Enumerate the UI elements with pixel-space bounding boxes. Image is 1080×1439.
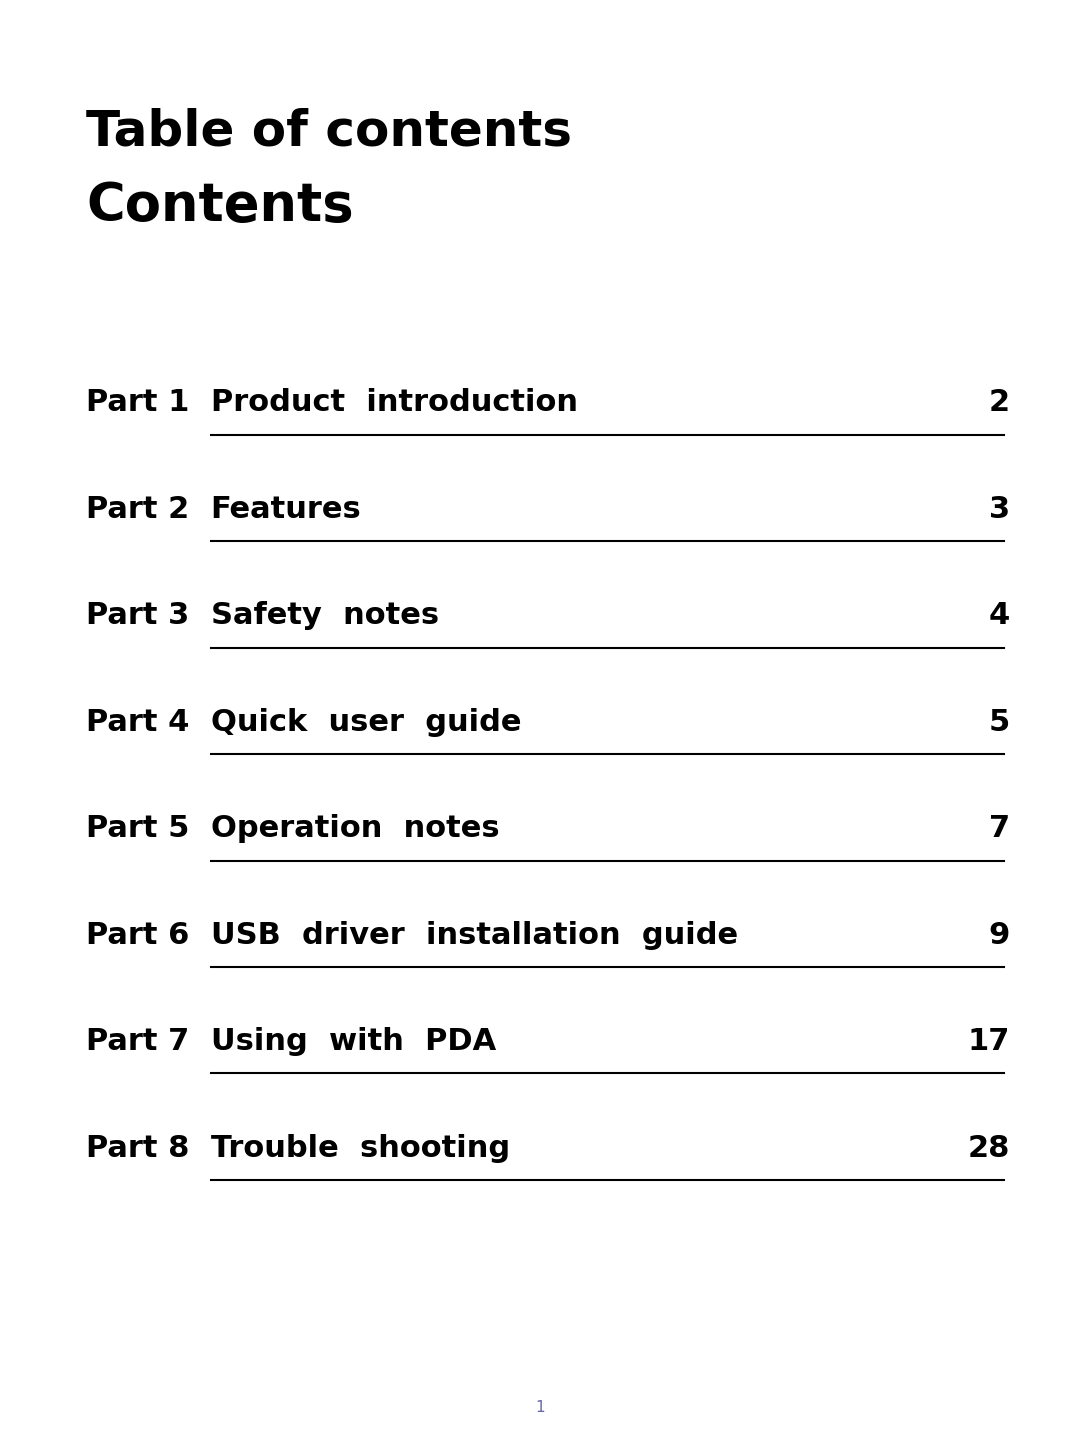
Text: 28: 28: [968, 1134, 1010, 1163]
Text: Features: Features: [211, 495, 362, 524]
Text: Operation  notes: Operation notes: [211, 814, 499, 843]
Text: Part 1: Part 1: [86, 389, 190, 417]
Text: Part 3: Part 3: [86, 602, 190, 630]
Text: 2: 2: [988, 389, 1010, 417]
Text: Part 7: Part 7: [86, 1027, 190, 1056]
Text: Quick  user  guide: Quick user guide: [211, 708, 522, 737]
Text: Part 2: Part 2: [86, 495, 190, 524]
Text: Table of contents: Table of contents: [86, 108, 572, 155]
Text: Part 6: Part 6: [86, 921, 190, 950]
Text: Trouble  shooting: Trouble shooting: [211, 1134, 510, 1163]
Text: Part 4: Part 4: [86, 708, 190, 737]
Text: Product  introduction: Product introduction: [211, 389, 578, 417]
Text: 17: 17: [968, 1027, 1010, 1056]
Text: 7: 7: [988, 814, 1010, 843]
Text: 3: 3: [988, 495, 1010, 524]
Text: Contents: Contents: [86, 180, 354, 232]
Text: Part 5: Part 5: [86, 814, 190, 843]
Text: USB  driver  installation  guide: USB driver installation guide: [211, 921, 738, 950]
Text: 5: 5: [988, 708, 1010, 737]
Text: 1: 1: [536, 1400, 544, 1415]
Text: Safety  notes: Safety notes: [211, 602, 438, 630]
Text: 9: 9: [988, 921, 1010, 950]
Text: 4: 4: [988, 602, 1010, 630]
Text: Using  with  PDA: Using with PDA: [211, 1027, 496, 1056]
Text: Part 8: Part 8: [86, 1134, 190, 1163]
